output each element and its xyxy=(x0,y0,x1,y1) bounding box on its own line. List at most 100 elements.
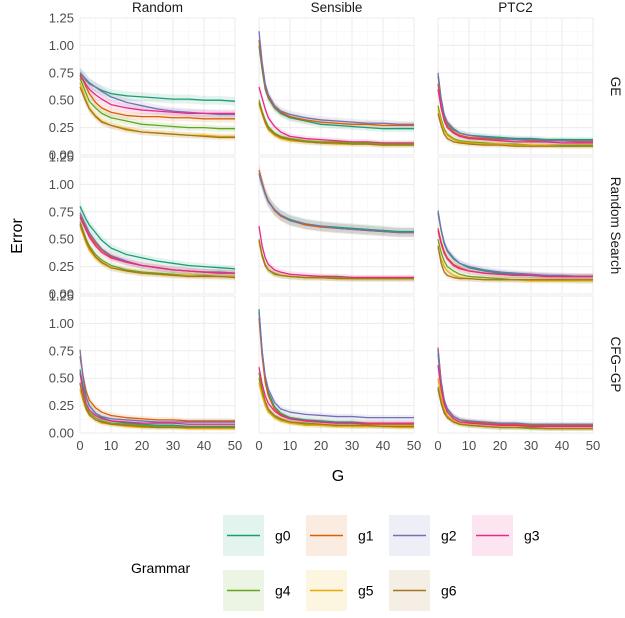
x-tick-label: 10 xyxy=(462,438,476,453)
x-tick-label: 50 xyxy=(407,438,421,453)
y-tick-label: 0.50 xyxy=(49,232,74,247)
series-band-g5 xyxy=(80,77,235,140)
series-line-g6 xyxy=(258,102,414,146)
panel-grid-cfg-gp-sensible xyxy=(258,295,415,434)
y-tick-label: 0.25 xyxy=(49,259,74,274)
x-tick-label: 0 xyxy=(76,438,83,453)
x-tick-label: 30 xyxy=(524,438,538,453)
series-band-g4 xyxy=(259,234,414,282)
column-strip-ptc2: PTC2 xyxy=(498,0,533,15)
legend-label-g4: g4 xyxy=(275,583,291,599)
series-band-g1 xyxy=(259,163,414,238)
legend-label-g2: g2 xyxy=(441,528,457,544)
legend-item-g6: g6 xyxy=(389,570,457,611)
y-tick-label: 1.25 xyxy=(49,11,74,26)
series-line-g1 xyxy=(79,356,235,422)
y-tick-label: 0.00 xyxy=(49,148,74,163)
series-band-g6 xyxy=(80,82,235,141)
series-line-g6 xyxy=(79,223,236,279)
x-tick-label: 40 xyxy=(555,438,569,453)
legend-label-g1: g1 xyxy=(358,528,374,544)
row-strip-ge: GE xyxy=(608,77,623,97)
series-band-g1 xyxy=(80,70,235,123)
series-band-g3 xyxy=(80,69,235,118)
legend-title: Grammar xyxy=(131,560,190,576)
series-line-g2 xyxy=(437,349,593,425)
series-band-g0 xyxy=(259,166,414,237)
y-tick-label: 0.75 xyxy=(49,204,74,219)
y-tick-label: 0.75 xyxy=(49,343,74,358)
series-band-g4 xyxy=(438,234,593,284)
series-line-g0 xyxy=(79,206,236,270)
label-layer: Random Sensible PTC2 GE Random Search CFG−GP 0… xyxy=(49,0,623,453)
legend-label-g3: g3 xyxy=(524,528,540,544)
y-tick-label: 1.25 xyxy=(49,289,74,304)
series-band-g4 xyxy=(80,73,235,132)
x-tick-label: 20 xyxy=(314,438,328,453)
series-line-g3 xyxy=(258,367,414,424)
series-band-g0 xyxy=(80,67,235,106)
x-tick-label: 10 xyxy=(104,438,118,453)
panel-random-search-random xyxy=(79,206,236,279)
series-line-g2 xyxy=(258,312,414,419)
panel-grid-ge-random xyxy=(79,17,236,156)
panel-ge-random xyxy=(79,72,236,139)
series-band-g4 xyxy=(259,95,414,147)
x-tick-label: 20 xyxy=(493,438,507,453)
legend-item-g4: g4 xyxy=(223,570,291,611)
series-band-g3 xyxy=(438,225,593,280)
series-line-g2 xyxy=(258,173,414,234)
series-line-g6 xyxy=(437,389,593,430)
series-line-g6 xyxy=(79,382,235,429)
y-tick-label: 0.75 xyxy=(49,65,74,80)
series-line-g3 xyxy=(258,225,414,279)
series-line-g0 xyxy=(79,72,236,102)
series-line-g3 xyxy=(79,74,235,114)
x-tick-label: 20 xyxy=(135,438,149,453)
legend: Grammar g0 g1 g2 g3 g4 g5 g6 xyxy=(131,515,540,611)
x-tick-label: 50 xyxy=(228,438,242,453)
series-line-g6 xyxy=(79,86,235,139)
legend-item-g2: g2 xyxy=(389,515,457,556)
series-line-g6 xyxy=(258,372,414,428)
legend-label-g6: g6 xyxy=(441,583,457,599)
panel-cfg-gp-random xyxy=(79,349,235,430)
series-line-g2 xyxy=(79,349,235,423)
series-line-g4 xyxy=(79,78,235,130)
legend-item-g5: g5 xyxy=(306,570,374,611)
series-band-g6 xyxy=(438,241,593,283)
series-line-g3 xyxy=(258,86,414,144)
y-tick-label: 0.25 xyxy=(49,398,74,413)
series-line-g3 xyxy=(437,89,593,144)
series-line-g1 xyxy=(258,39,414,127)
series-line-g6 xyxy=(437,113,593,147)
series-line-g3 xyxy=(437,230,593,278)
panel-ge-ptc2 xyxy=(437,72,593,147)
x-tick-label: 40 xyxy=(376,438,390,453)
column-strip-sensible: Sensible xyxy=(311,0,363,15)
panel-ge-sensible xyxy=(258,31,414,146)
series-line-g4 xyxy=(79,221,235,278)
series-band-g6 xyxy=(80,218,235,281)
x-tick-label: 0 xyxy=(255,438,262,453)
y-tick-label: 1.00 xyxy=(49,38,74,53)
x-tick-label: 40 xyxy=(197,438,211,453)
panel-grid-cfg-gp-ptc2 xyxy=(437,295,594,434)
y-tick-label: 0.00 xyxy=(49,426,74,441)
series-line-g3 xyxy=(437,364,593,428)
x-tick-label: 0 xyxy=(434,438,441,453)
series-line-g6 xyxy=(437,245,593,281)
y-tick-label: 1.00 xyxy=(49,316,74,331)
series-band-g1 xyxy=(438,223,593,280)
x-axis-title: G xyxy=(332,468,344,485)
series-line-g2 xyxy=(437,210,593,278)
line-layer xyxy=(79,31,593,430)
series-line-g4 xyxy=(437,105,593,146)
series-line-g6 xyxy=(258,240,414,280)
y-axis-title: Error xyxy=(9,218,26,254)
x-tick-label: 50 xyxy=(586,438,600,453)
series-line-g3 xyxy=(79,372,235,425)
series-line-g2 xyxy=(437,72,593,142)
